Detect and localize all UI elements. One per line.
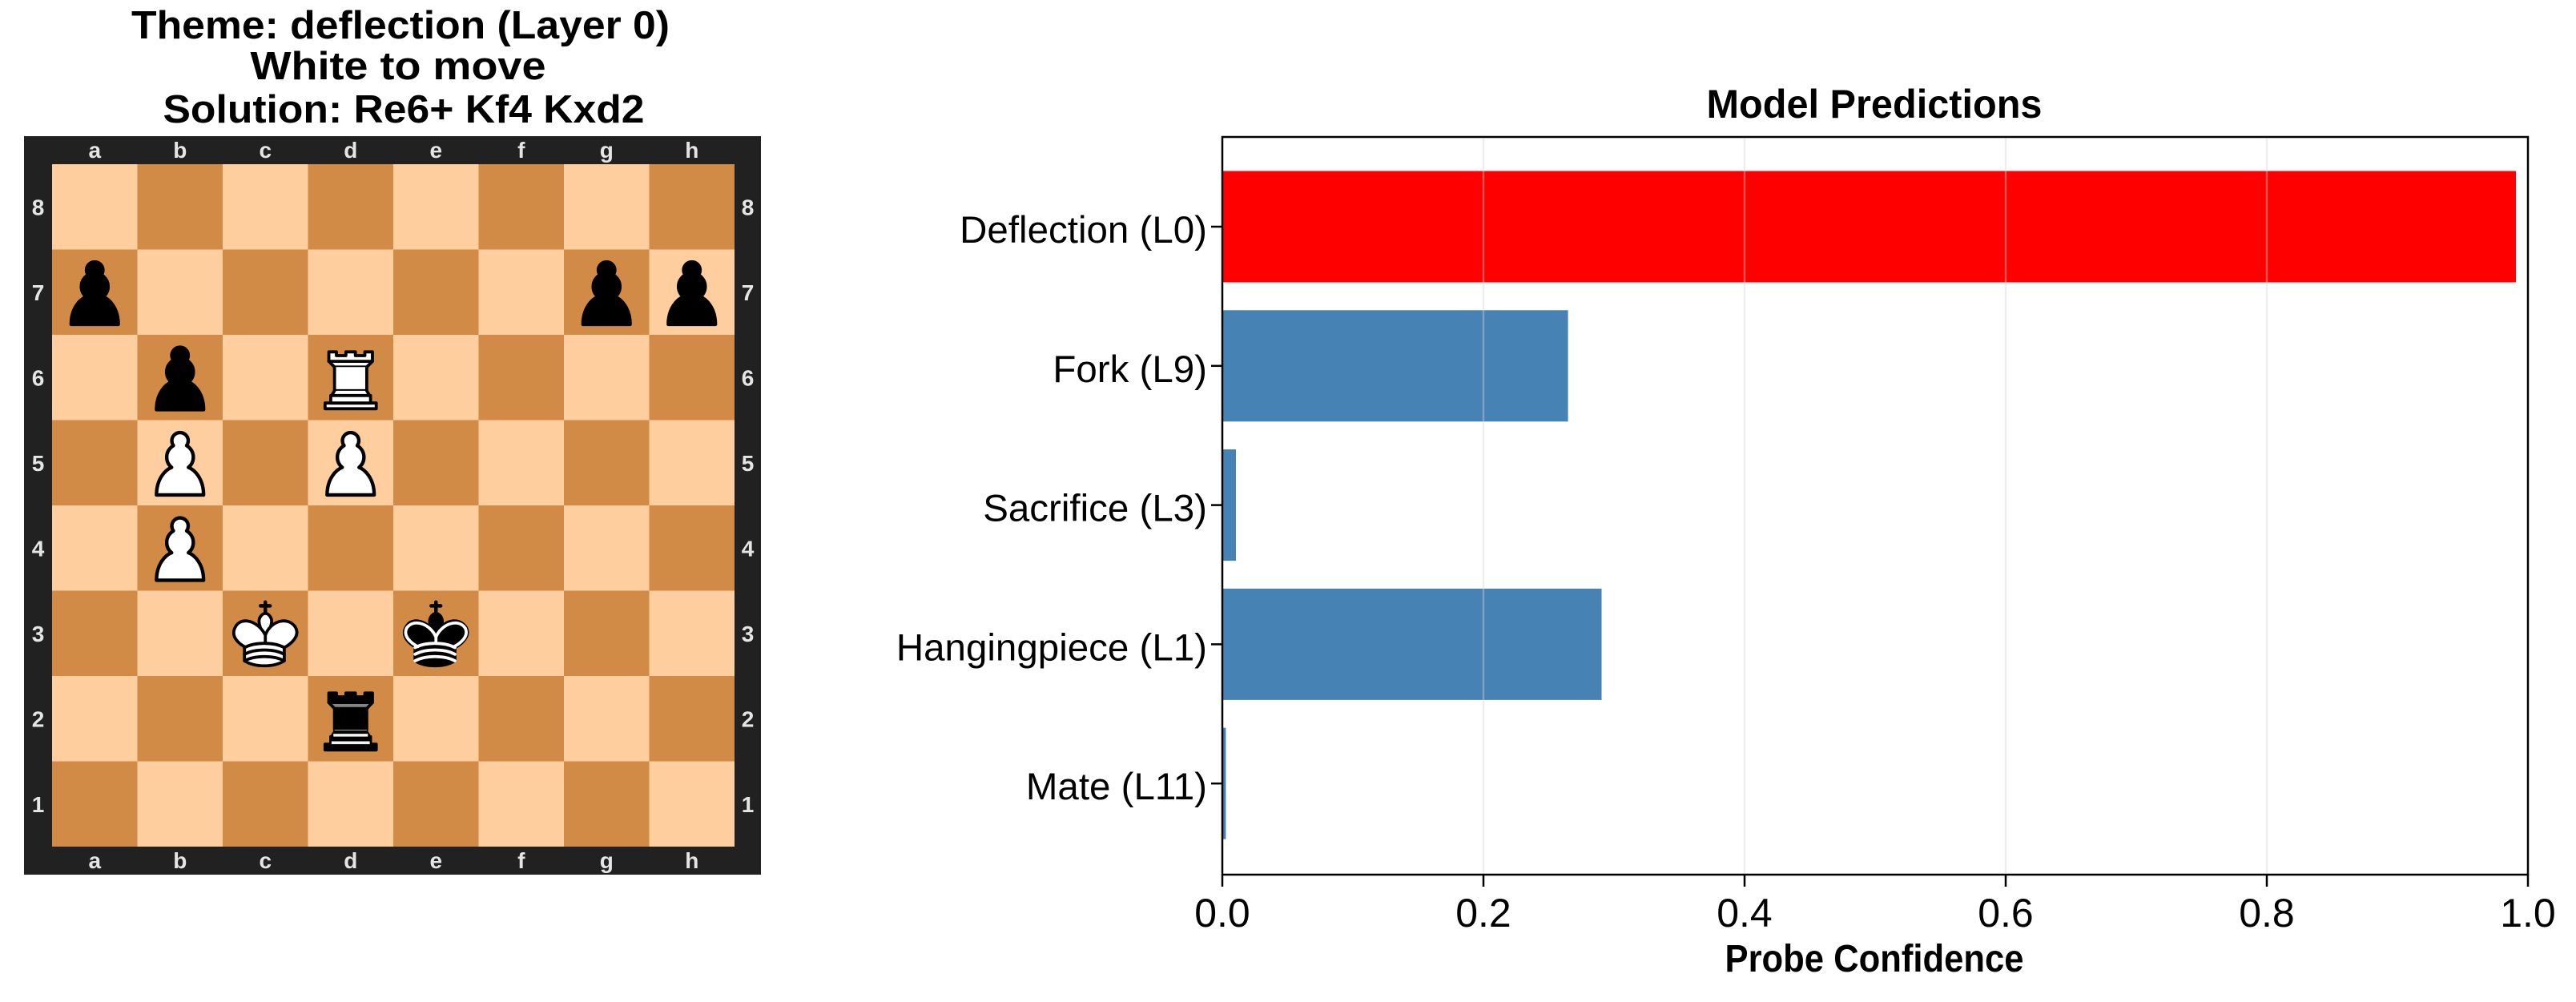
svg-text:Hangingpiece (L1): Hangingpiece (L1) [896,626,1207,669]
svg-text:Fork (L9): Fork (L9) [1053,348,1207,391]
svg-text:c: c [259,848,272,873]
svg-text:e: e [429,848,442,873]
svg-text:0.0: 0.0 [1194,891,1250,936]
svg-text:6: 6 [742,365,755,390]
svg-text:3: 3 [32,622,45,646]
svg-text:g: g [600,848,614,873]
svg-text:c: c [259,138,272,163]
svg-text:0.6: 0.6 [1978,891,2034,936]
svg-text:1.0: 1.0 [2500,891,2556,936]
svg-text:Probe Confidence: Probe Confidence [1725,938,2024,980]
svg-text:1: 1 [742,792,755,817]
svg-text:1: 1 [32,792,45,817]
svg-text:b: b [173,138,187,163]
svg-text:8: 8 [32,195,45,219]
svg-text:f: f [517,138,525,163]
svg-text:2: 2 [32,706,45,731]
svg-text:3: 3 [742,622,755,646]
svg-text:4: 4 [742,536,755,561]
svg-text:0.8: 0.8 [2239,891,2295,936]
svg-text:6: 6 [32,365,45,390]
svg-text:White to move: White to move [251,45,546,88]
svg-text:a: a [88,848,101,873]
svg-text:Theme: deflection (Layer 0): Theme: deflection (Layer 0) [131,4,670,47]
svg-text:h: h [685,848,698,873]
svg-text:5: 5 [742,451,755,476]
svg-text:0.2: 0.2 [1455,891,1511,936]
svg-text:7: 7 [32,280,45,305]
svg-text:Model Predictions: Model Predictions [1707,82,2043,127]
svg-text:Solution: Re6+ Kf4 Kxd2: Solution: Re6+ Kf4 Kxd2 [163,88,645,131]
svg-text:h: h [685,138,698,163]
svg-text:g: g [600,138,614,163]
svg-text:d: d [344,848,357,873]
svg-text:8: 8 [742,195,755,219]
svg-text:2: 2 [742,706,755,731]
svg-text:b: b [173,848,187,873]
svg-text:e: e [429,138,442,163]
svg-text:a: a [88,138,101,163]
svg-text:f: f [517,848,525,873]
svg-text:0.4: 0.4 [1717,891,1773,936]
svg-text:Sacrifice (L3): Sacrifice (L3) [983,488,1207,530]
svg-text:5: 5 [32,451,45,476]
svg-text:d: d [344,138,357,163]
svg-text:Mate (L11): Mate (L11) [1026,766,1207,808]
svg-text:7: 7 [742,280,755,305]
svg-text:Deflection (L0): Deflection (L0) [960,209,1207,252]
svg-text:4: 4 [32,536,45,561]
